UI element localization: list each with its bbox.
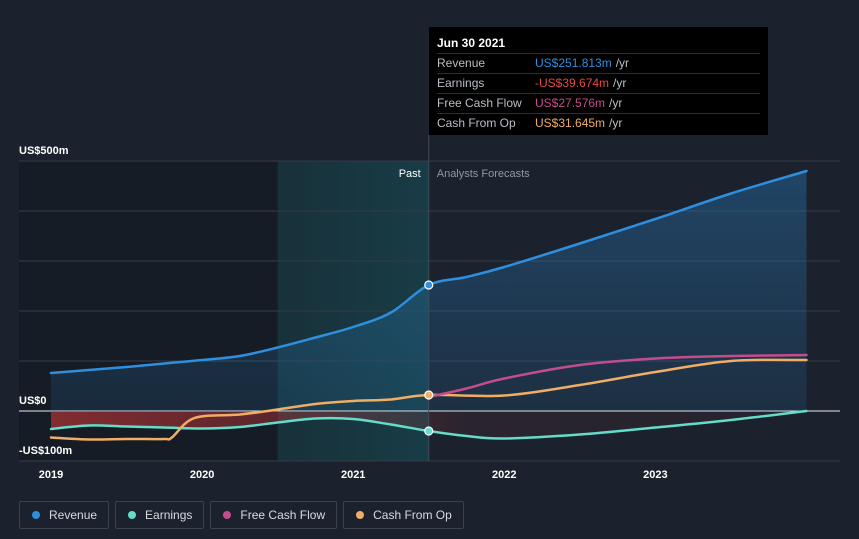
tooltip-label-cash-from-op: Cash From Op: [437, 116, 516, 130]
forecast-label: Analysts Forecasts: [437, 168, 530, 180]
series-line-cash-from-op: [49, 358, 808, 441]
tooltip-row-cash-from-op: Cash From Op US$31.645m /yr: [437, 113, 760, 133]
legend-item-free-cash-flow[interactable]: Free Cash Flow: [210, 501, 338, 529]
data-marker: [424, 390, 434, 400]
x-tick-label: 2023: [643, 469, 667, 481]
tooltip-unit-cash-from-op: /yr: [609, 116, 623, 130]
legend-item-earnings[interactable]: Earnings: [115, 501, 205, 529]
legend-dot-cash-from-op: [356, 511, 365, 519]
series-line-earnings: [49, 409, 808, 440]
series-line-revenue: [49, 169, 808, 375]
tooltip-value-earnings: -US$39.674m: [535, 76, 610, 90]
tooltip-row-earnings: Earnings -US$39.674m /yr: [437, 73, 760, 93]
tooltip-date: Jun 30 2021: [437, 36, 506, 50]
data-marker: [424, 426, 434, 436]
x-tick-label: 2019: [39, 469, 63, 481]
series-line-free-cash-flow: [427, 353, 808, 399]
legend: Revenue Earnings Free Cash Flow Cash Fro…: [19, 501, 464, 529]
tooltip: Jun 30 2021 Revenue US$251.813m /yr Earn…: [429, 27, 768, 135]
legend-label-cash-from-op: Cash From Op: [373, 508, 452, 522]
tooltip-label-revenue: Revenue: [437, 56, 486, 70]
x-tick-label: 2020: [190, 469, 214, 481]
legend-dot-revenue: [32, 511, 40, 519]
legend-item-revenue[interactable]: Revenue: [19, 501, 110, 529]
y-tick-label: US$500m: [19, 145, 69, 157]
tooltip-row-free-cash-flow: Free Cash Flow US$27.576m /yr: [437, 93, 760, 113]
tooltip-label-earnings: Earnings: [437, 76, 485, 90]
tooltip-unit-earnings: /yr: [613, 76, 627, 90]
tooltip-value-revenue: US$251.813m: [535, 56, 612, 70]
legend-label-earnings: Earnings: [145, 508, 193, 522]
x-tick-label: 2022: [492, 469, 516, 481]
x-tick-label: 2021: [341, 469, 365, 481]
data-marker: [424, 280, 434, 290]
tooltip-row-revenue: Revenue US$251.813m /yr: [437, 53, 760, 73]
past-label: Past: [399, 168, 421, 180]
y-tick-label: US$0: [19, 395, 47, 407]
legend-label-revenue: Revenue: [49, 508, 98, 522]
legend-item-cash-from-op[interactable]: Cash From Op: [343, 501, 464, 529]
tooltip-value-free-cash-flow: US$27.576m: [535, 96, 606, 110]
legend-dot-free-cash-flow: [223, 511, 232, 519]
tooltip-unit-revenue: /yr: [615, 56, 630, 70]
tooltip-value-cash-from-op: US$31.645m: [535, 116, 606, 130]
legend-dot-earnings: [128, 511, 137, 519]
tooltip-label-free-cash-flow: Free Cash Flow: [437, 96, 522, 110]
y-tick-label: -US$100m: [19, 445, 72, 457]
legend-label-free-cash-flow: Free Cash Flow: [240, 508, 326, 522]
tooltip-unit-free-cash-flow: /yr: [609, 96, 623, 110]
